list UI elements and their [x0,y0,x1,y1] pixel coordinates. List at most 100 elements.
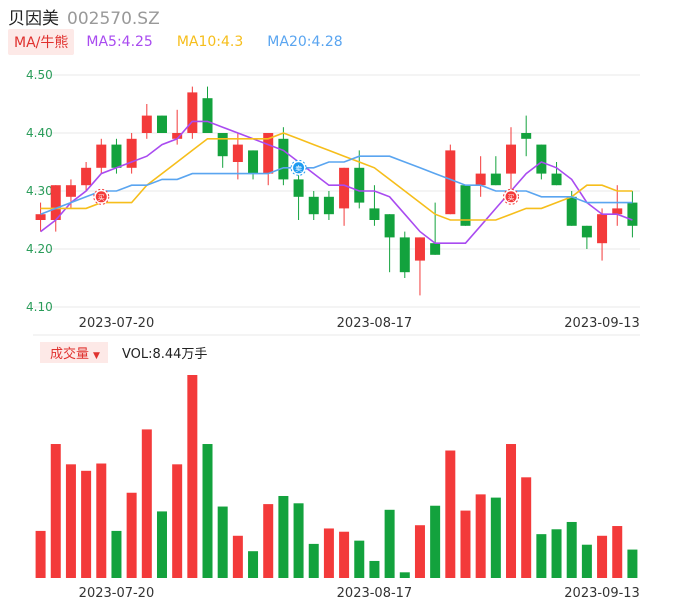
candle-body [414,237,425,261]
candle-body [581,225,592,238]
candle-body [96,144,107,168]
volume-bar [627,549,638,578]
candle-body [50,185,61,220]
candle-body [445,150,456,215]
ma20-line [40,155,633,215]
volume-legend: 成交量 ▼ VOL:8.44万手 [40,341,208,363]
volume-bar [369,560,380,578]
volume-bar [278,495,289,578]
signal-marker [505,191,517,203]
signal-marker [95,191,107,203]
volume-bar [506,444,517,578]
x-tick-label: 2023-08-17 [337,586,413,601]
volume-bar [35,530,46,578]
volume-bar [323,528,334,578]
y-tick-label: 4.30 [26,184,53,198]
candle-body [187,92,198,133]
volume-bar [612,526,623,578]
volume-bar [96,463,107,578]
volume-bar [232,535,243,578]
candle-body [399,237,410,273]
volume-bar [597,535,608,578]
y-tick-label: 4.50 [26,68,53,82]
volume-bar [126,492,137,578]
x-tick-label: 2023-08-17 [337,316,413,331]
signal-marker-label: 买 [98,194,105,202]
candle-body [490,173,501,186]
candle-body [293,179,304,197]
candle-body [172,133,183,139]
candle-body [536,144,547,174]
dropdown-arrow-icon: ▼ [93,350,100,361]
stock-name: 贝因美 [8,9,59,29]
candle-body [597,214,608,244]
stock-header: 贝因美 002570.SZ [8,4,160,29]
ma5-line [40,120,633,244]
x-tick-label: 2023-07-20 [79,316,155,331]
stock-code: 002570.SZ [67,9,160,29]
volume-bar [202,444,213,578]
volume-bar [263,504,274,578]
ma10-line [40,132,633,221]
volume-value: VOL:8.44万手 [121,346,208,362]
candle-body [506,144,517,174]
ma20-legend: MA20:4.28 [267,34,343,50]
ma5-legend: MA5:4.25 [86,34,153,50]
volume-bar [156,511,167,578]
x-tick-label: 2023-07-20 [79,586,155,601]
volume-bar [217,506,228,578]
candle-body [384,214,395,238]
signal-marker-label: 买 [508,194,515,202]
volume-bar [111,530,122,578]
volume-bar [187,375,198,578]
ma-indicator-selector[interactable]: MA/牛熊 [8,29,75,55]
signal-marker-label: 卖 [295,165,302,173]
ma10-legend: MA10:4.3 [176,34,244,50]
volume-bar [308,543,319,578]
candle-body [460,185,471,226]
candle-body [612,208,623,215]
candle-body [126,138,137,168]
volume-bar [354,540,365,578]
candle-body [627,202,638,226]
volume-bar [384,509,395,578]
candle-body [566,196,577,226]
y-tick-label: 4.20 [26,242,53,256]
candle-body [430,243,441,255]
volume-bar [339,531,350,578]
candle-body [111,144,122,168]
y-tick-label: 4.10 [26,300,53,314]
candle-body [475,173,486,186]
volume-bar [65,464,76,578]
candle-body [65,185,76,197]
volume-bar [141,429,152,578]
candle-body [339,167,350,209]
volume-bar [551,529,562,578]
candle-body [551,173,562,186]
volume-bar [172,464,183,578]
volume-bar [566,521,577,578]
candle-body [35,214,46,220]
volume-bar [445,450,456,578]
x-tick-label: 2023-09-13 [564,316,640,331]
candle-body [354,167,365,203]
volume-bar [490,497,501,578]
volume-bar [293,503,304,578]
x-tick-label: 2023-09-13 [564,586,640,601]
volume-bar [430,505,441,578]
candle-body [323,196,334,215]
candle-body [263,133,274,174]
volume-bar [399,572,410,578]
volume-indicator-selector[interactable]: 成交量 ▼ [40,341,108,363]
volume-bar [414,525,425,578]
volume-bar [475,494,486,578]
candle-body [232,144,243,162]
volume-bar [460,510,471,578]
volume-bar [81,470,92,578]
candle-body [202,98,213,133]
volume-bar [50,444,61,578]
y-tick-label: 4.40 [26,126,53,140]
volume-tag-label: 成交量 [50,346,90,362]
signal-marker [293,162,305,174]
